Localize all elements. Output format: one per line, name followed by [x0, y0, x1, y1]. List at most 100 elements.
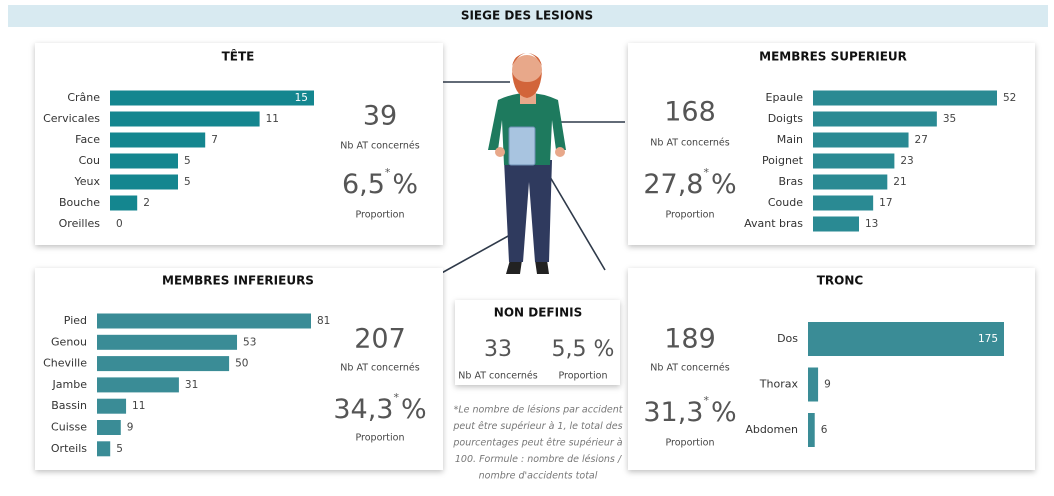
- bar: [97, 314, 311, 329]
- value-label: 21: [893, 176, 906, 188]
- bar: [813, 112, 937, 127]
- kpi-count: 33: [484, 337, 512, 362]
- bar: [110, 112, 260, 127]
- kpi-unit: %: [711, 169, 737, 200]
- kpi-asterisk: *: [393, 391, 399, 404]
- footnote-line: *Le nombre de lésions par accident: [454, 405, 624, 416]
- category-label: Epaule: [766, 91, 804, 104]
- bar: [110, 133, 205, 148]
- value-label: 35: [943, 113, 956, 125]
- category-label: Poignet: [762, 154, 804, 167]
- kpi-proportion-value: 6,5: [342, 169, 385, 200]
- value-label: 5: [184, 155, 191, 167]
- category-label: Abdomen: [745, 423, 798, 436]
- value-label: 50: [235, 358, 248, 370]
- bar: [97, 377, 179, 392]
- kpi-asterisk: *: [385, 166, 391, 179]
- kpi-proportion: 34,3*%: [333, 391, 426, 425]
- bar: [110, 175, 178, 190]
- value-label: 11: [266, 113, 279, 125]
- kpi-proportion: 31,3*%: [643, 394, 736, 428]
- kpi-count: 168: [664, 97, 716, 128]
- kpi-count-label: Nb AT concernés: [650, 138, 729, 149]
- category-label: Pied: [64, 314, 87, 327]
- kpi-proportion: 6,5*%: [342, 166, 418, 200]
- bar: [97, 335, 237, 350]
- footnote-line: pourcentages peut être supérieur à: [452, 438, 622, 449]
- value-label: 6: [821, 424, 828, 436]
- value-label: 52: [1003, 92, 1016, 104]
- bar: [97, 420, 121, 435]
- page: SIEGE DES LESIONS NON DEFINIS 33 5,5 % N…: [0, 0, 1054, 496]
- category-label: Face: [75, 133, 100, 146]
- kpi-count: 207: [354, 324, 406, 355]
- kpi-count-label: Nb AT concernés: [650, 363, 729, 374]
- kpi-proportion-label: Proportion: [665, 210, 714, 221]
- bar: [813, 91, 997, 106]
- bar: [110, 91, 314, 106]
- bar: [813, 196, 873, 211]
- bar: [808, 413, 815, 447]
- panel-title: MEMBRES SUPERIEUR: [759, 50, 907, 64]
- category-label: Genou: [51, 335, 87, 348]
- value-label: 81: [317, 315, 330, 327]
- kpi-unit: %: [401, 394, 427, 425]
- category-label: Main: [777, 133, 803, 146]
- category-label: Cervicales: [43, 112, 100, 125]
- value-label: 15: [295, 92, 308, 104]
- value-label: 31: [185, 379, 198, 391]
- panel-title: NON DEFINIS: [494, 306, 582, 320]
- bar: [110, 196, 137, 211]
- value-label: 11: [132, 400, 145, 412]
- category-label: Cheville: [43, 357, 87, 370]
- panel-title: TRONC: [817, 274, 864, 288]
- kpi-proportion: 5,5 %: [552, 337, 615, 362]
- value-label: 9: [824, 379, 831, 391]
- bar: [97, 356, 229, 371]
- value-label: 2: [143, 197, 150, 209]
- value-label: 7: [211, 134, 218, 146]
- value-label: 0: [116, 218, 123, 230]
- kpi-proportion-label: Proportion: [355, 210, 404, 221]
- value-label: 13: [865, 218, 878, 230]
- category-label: Crâne: [67, 91, 100, 104]
- header-title: SIEGE DES LESIONS: [461, 9, 593, 23]
- value-label: 23: [900, 155, 913, 167]
- kpi-count-label: Nb AT concernés: [458, 371, 537, 382]
- value-label: 175: [978, 333, 998, 345]
- bar: [110, 154, 178, 169]
- category-label: Avant bras: [744, 217, 803, 230]
- bar: [808, 322, 1004, 356]
- category-label: Thorax: [759, 378, 799, 391]
- value-label: 9: [127, 422, 134, 434]
- category-label: Yeux: [73, 175, 100, 188]
- category-label: Cou: [79, 154, 100, 167]
- panel-title: TÊTE: [222, 49, 255, 64]
- value-label: 5: [184, 176, 191, 188]
- kpi-proportion-label: Proportion: [355, 433, 404, 444]
- value-label: 5: [116, 443, 123, 455]
- kpi-proportion-value: 27,8: [643, 169, 703, 200]
- kpi-count-label: Nb AT concernés: [340, 363, 419, 374]
- footnote-line: 100. Formule : nombre de lésions /: [455, 454, 623, 465]
- footnote-line: nombre d'accidents total: [479, 471, 598, 482]
- footnote-line: peut être supérieur à 1, le total des: [452, 421, 622, 432]
- kpi-asterisk: *: [703, 166, 709, 179]
- dashboard: SIEGE DES LESIONS NON DEFINIS 33 5,5 % N…: [0, 0, 1054, 496]
- category-label: Bras: [778, 175, 803, 188]
- panel-title: MEMBRES INFERIEURS: [162, 274, 314, 288]
- bar: [813, 154, 894, 169]
- kpi-proportion-label: Proportion: [665, 438, 714, 449]
- bar: [813, 217, 859, 232]
- value-label: 17: [879, 197, 892, 209]
- bar: [97, 441, 110, 456]
- kpi-proportion-value: 34,3: [333, 394, 393, 425]
- kpi-count: 39: [363, 101, 397, 132]
- category-label: Oreilles: [59, 217, 101, 230]
- value-label: 27: [915, 134, 928, 146]
- category-label: Orteils: [51, 442, 87, 455]
- kpi-asterisk: *: [703, 394, 709, 407]
